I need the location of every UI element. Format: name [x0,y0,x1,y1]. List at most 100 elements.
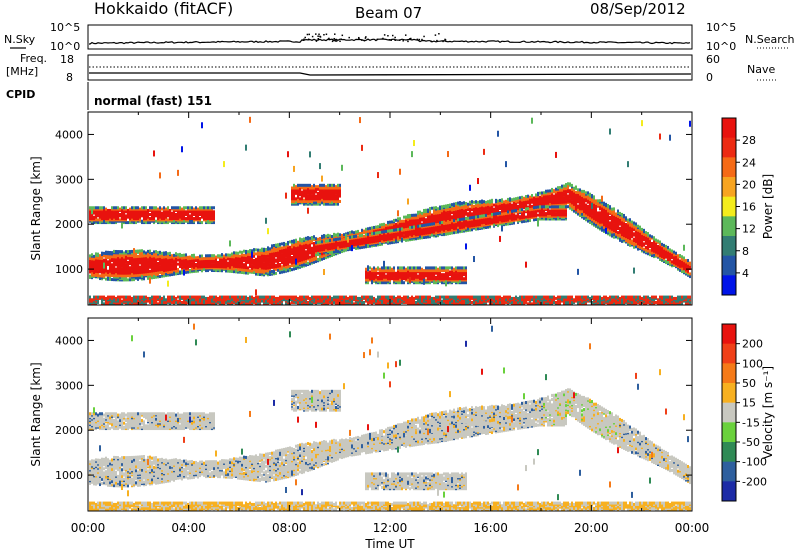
echo-cell [107,260,109,264]
echo-cell [165,211,167,215]
echo-cell [201,215,203,219]
echo-cell [155,266,157,270]
echo-cell [387,273,389,277]
echo-cell [139,273,141,277]
echo-cell [305,295,307,299]
echo-cell [407,198,409,205]
echo-cell [247,296,249,300]
echo-cell [181,262,183,266]
echo-cell [185,217,187,221]
echo-cell [393,238,395,242]
echo-cell [167,264,169,268]
nave-label: Nave [747,63,775,76]
echo-cell [157,272,159,276]
echo-cell [225,253,227,257]
echo-cell [187,295,189,299]
echo-cell [189,269,191,273]
echo-cell [333,193,335,197]
echo-cell [215,298,217,302]
echo-cell [129,302,131,306]
echo-cell [131,218,133,222]
echo-cell [233,295,235,299]
echo-cell [365,295,367,299]
echo-cell [307,194,309,198]
echo-cell [223,295,225,299]
echo-cell [329,183,331,187]
nsky-tick-top: 10^5 [50,21,80,34]
echo-cell [119,218,121,222]
nsky-dot [421,38,423,41]
echo-cell [325,256,327,260]
echo-cell [153,215,155,219]
echo-cell [405,271,407,275]
echo-cell [115,215,117,219]
echo-cell [413,220,415,224]
echo-cell [399,266,401,270]
echo-cell [303,295,305,299]
echo-cell [173,219,175,223]
echo-cell [353,295,355,299]
echo-cell [383,222,385,226]
echo-cell [317,237,319,241]
echo-cell [159,265,161,269]
echo-cell [345,299,347,303]
echo-cell [409,226,411,230]
echo-cell [309,183,311,187]
echo-cell [277,243,279,247]
echo-cell [239,264,241,268]
echo-cell [233,251,235,255]
echo-cell [307,295,309,299]
echo-cell [399,230,401,234]
echo-cell [339,183,341,187]
echo-cell [167,252,169,256]
echo-cell [383,271,385,275]
echo-cell [291,258,293,262]
echo-cell [329,245,331,249]
echo-cell [91,272,93,276]
echo-cell [111,211,113,218]
echo-cell [373,225,375,229]
echo-cell [409,276,411,283]
echo-cell [295,264,297,268]
echo-cell [395,271,397,275]
echo-cell [227,253,229,257]
echo-cell [381,230,383,234]
echo-cell [245,249,247,253]
echo-cell [107,250,109,254]
echo-cell [189,217,191,221]
echo-cell [135,259,137,263]
echo-cell [201,298,203,302]
echo-cell [403,295,405,299]
echo-cell [233,260,235,264]
echo-cell [145,268,147,272]
echo-cell [287,240,289,244]
echo-cell [113,218,115,222]
echo-cell [221,262,223,266]
echo-cell [117,256,119,260]
nsky-dot [335,40,338,42]
echo-cell [365,270,367,274]
echo-cell [135,295,137,299]
freq-strip-frame [87,54,693,81]
echo-cell [375,278,377,282]
echo-cell [105,250,107,254]
echo-cell [131,266,133,270]
echo-cell [147,218,149,222]
nsky-dot [436,39,438,42]
echo-cell [251,264,253,268]
echo-cell [211,254,213,258]
nsky-dot [304,36,306,39]
echo-cell [361,239,363,243]
echo-cell [263,295,265,299]
echo-cell [113,278,115,282]
echo-cell [307,249,309,253]
echo-cell [215,255,217,259]
echo-cell [321,248,323,252]
echo-cell [279,271,281,275]
echo-cell [167,214,169,218]
echo-cell [241,295,243,299]
echo-cell [281,265,283,269]
echo-cell [293,239,295,243]
echo-cell [381,266,383,270]
echo-cell [209,295,211,299]
